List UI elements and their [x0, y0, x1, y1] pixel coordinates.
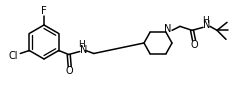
Text: H: H — [78, 40, 85, 49]
Text: O: O — [66, 66, 73, 76]
Text: Cl: Cl — [8, 51, 18, 61]
Text: H: H — [202, 16, 208, 25]
Text: O: O — [190, 40, 198, 50]
Text: N: N — [203, 20, 211, 30]
Text: F: F — [41, 7, 47, 16]
Text: N: N — [164, 24, 172, 34]
Text: N: N — [80, 45, 87, 54]
